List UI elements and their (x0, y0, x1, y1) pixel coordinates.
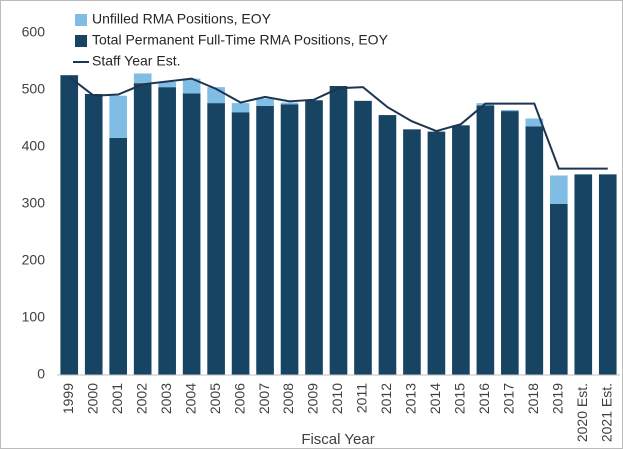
x-tick-label: 2008 (280, 383, 296, 414)
y-tick-label: 600 (22, 24, 46, 40)
x-tick-label: 2004 (182, 383, 198, 414)
x-tick-label: 2003 (158, 383, 174, 414)
bar (574, 174, 593, 375)
x-tick-label: 2009 (305, 383, 321, 414)
x-tick-label: 2001 (109, 383, 125, 414)
line (68, 76, 608, 170)
bar (231, 103, 250, 113)
x-tick-label: 2019 (550, 383, 566, 414)
bar (256, 98, 274, 106)
x-tick-label: 2011 (354, 383, 370, 413)
bar (182, 78, 201, 94)
x-tick-label: 2015 (452, 383, 468, 414)
bar (182, 93, 201, 376)
y-tick-label: 200 (22, 252, 46, 268)
bar (109, 137, 128, 375)
x-tick-label: 2021 Est. (598, 383, 614, 442)
bar (354, 100, 372, 375)
x-tick-label: 2010 (329, 383, 345, 414)
y-tick-label: 400 (22, 138, 46, 154)
bar (525, 118, 544, 127)
bar (158, 82, 176, 88)
bar (549, 175, 568, 204)
x-tick-label: 2017 (501, 383, 517, 414)
legend-label: Total Permanent Full-Time RMA Positions,… (92, 32, 389, 48)
y-tick-label: 500 (22, 81, 46, 97)
legend-label: Unfilled RMA Positions, EOY (92, 11, 272, 27)
bar (84, 93, 103, 376)
bar (280, 102, 299, 105)
bar (109, 95, 128, 138)
bar (133, 73, 152, 84)
bar (501, 109, 519, 112)
x-tick-label: 2005 (207, 383, 223, 414)
bar (231, 112, 250, 375)
bar (256, 105, 274, 376)
x-tick-label: 2006 (231, 383, 247, 414)
bar (403, 129, 421, 375)
x-tick-label: 2007 (256, 383, 272, 414)
bar (133, 83, 152, 375)
x-tick-label: 2016 (476, 383, 492, 414)
legend-swatch (75, 35, 87, 47)
bar (598, 174, 617, 375)
bar (329, 86, 348, 375)
bar (280, 104, 299, 375)
bar (525, 126, 544, 375)
bar (476, 105, 495, 375)
x-tick-label: 2014 (427, 383, 443, 414)
y-tick-label: 300 (22, 195, 46, 211)
x-tick-label: 2002 (133, 383, 149, 414)
x-tick-label: 1999 (60, 383, 76, 414)
y-tick-label: 100 (22, 309, 46, 325)
bar (305, 100, 323, 375)
x-tick-label: 2018 (525, 383, 541, 414)
bar (158, 87, 176, 376)
y-tick-label: 0 (37, 366, 45, 382)
x-tick-label: 2000 (84, 383, 100, 414)
x-tick-label: 2013 (403, 383, 419, 414)
x-axis-title: Fiscal Year (301, 431, 374, 448)
bar (549, 204, 568, 375)
legend-swatch (75, 14, 87, 26)
bar (452, 125, 470, 375)
bar (207, 103, 225, 376)
x-tick-label: 2012 (378, 383, 394, 414)
bar (378, 115, 397, 375)
bar (427, 131, 446, 375)
x-tick-label: 2020 Est. (574, 383, 590, 442)
bar (60, 75, 79, 376)
legend-label: Staff Year Est. (92, 53, 180, 69)
bar (501, 111, 519, 375)
